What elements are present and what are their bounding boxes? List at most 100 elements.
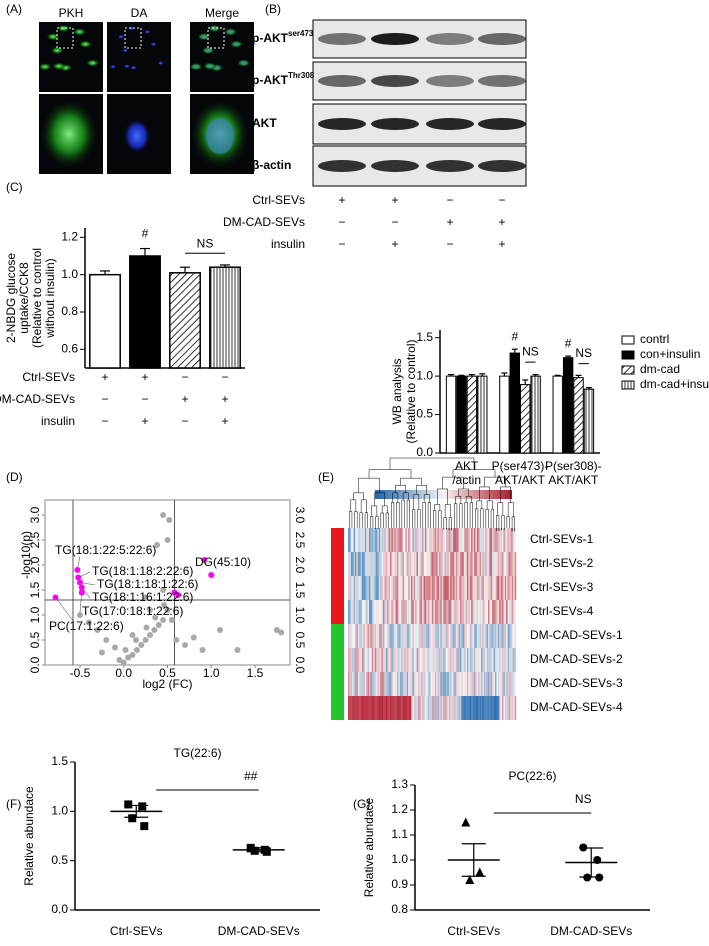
decoration — [374, 552, 377, 576]
decoration — [364, 648, 367, 672]
decoration — [460, 696, 462, 720]
decoration — [406, 696, 409, 720]
decoration — [460, 600, 462, 624]
decoration — [434, 672, 437, 696]
decoration — [369, 696, 371, 720]
decoration — [432, 528, 434, 552]
leader-line — [81, 587, 91, 599]
decoration — [482, 672, 484, 696]
legend-label: con+insulin — [640, 347, 700, 361]
decoration — [384, 600, 386, 624]
decoration — [437, 576, 440, 600]
decoration — [481, 600, 483, 624]
decoration — [411, 600, 413, 624]
decoration — [474, 600, 476, 624]
decoration — [448, 648, 451, 672]
decoration — [461, 648, 463, 672]
decoration — [349, 600, 351, 624]
decoration — [460, 648, 462, 672]
decoration — [376, 696, 378, 720]
decoration — [369, 648, 371, 672]
decoration — [448, 600, 451, 624]
point — [160, 512, 167, 518]
decoration — [394, 528, 396, 552]
decoration — [415, 672, 417, 696]
y-tick-label: 0.0 — [28, 656, 42, 673]
decoration — [420, 552, 423, 576]
decoration — [356, 528, 358, 552]
decoration — [377, 576, 379, 600]
decoration — [493, 624, 496, 648]
decoration — [353, 624, 356, 648]
decoration — [411, 576, 413, 600]
blot-label-name: AKT — [252, 116, 277, 130]
decoration — [418, 624, 420, 648]
decoration — [416, 672, 419, 696]
decoration — [381, 624, 384, 648]
point — [154, 542, 160, 548]
decoration — [485, 672, 487, 696]
decoration — [374, 672, 377, 696]
decoration — [461, 600, 463, 624]
decoration — [490, 624, 493, 648]
point — [160, 617, 167, 623]
decoration — [440, 600, 442, 624]
decoration — [207, 27, 225, 49]
decoration — [364, 672, 367, 696]
decoration — [376, 624, 378, 648]
decoration — [457, 696, 459, 720]
decoration — [395, 672, 398, 696]
x-tick-label: P(ser308)- — [545, 459, 602, 473]
decoration — [394, 624, 396, 648]
decoration — [427, 648, 430, 672]
decoration — [489, 648, 491, 672]
decoration — [485, 624, 487, 648]
decoration — [364, 528, 367, 552]
decoration — [426, 75, 474, 87]
decoration — [439, 624, 441, 648]
decoration — [461, 672, 463, 696]
decoration — [506, 624, 508, 648]
decoration — [377, 672, 379, 696]
decoration — [404, 696, 406, 720]
decoration — [450, 672, 452, 696]
decoration — [497, 552, 500, 576]
decoration — [397, 528, 399, 552]
point — [161, 602, 167, 608]
decoration — [395, 552, 398, 576]
decoration — [448, 576, 451, 600]
legend-swatch — [621, 335, 635, 345]
decoration — [489, 552, 491, 576]
decoration — [425, 528, 427, 552]
decoration — [412, 696, 414, 720]
decoration — [511, 624, 514, 648]
decoration — [441, 696, 444, 720]
decoration — [446, 672, 448, 696]
decoration — [495, 672, 497, 696]
decoration — [416, 552, 419, 576]
decoration — [455, 600, 458, 624]
decoration — [489, 576, 491, 600]
decoration — [355, 552, 357, 576]
decoration — [472, 600, 475, 624]
decoration — [440, 696, 442, 720]
decoration — [360, 624, 363, 648]
point — [128, 814, 137, 823]
decoration — [441, 528, 444, 552]
decoration — [381, 600, 384, 624]
decoration — [514, 672, 517, 696]
decoration — [429, 696, 431, 720]
decoration — [401, 552, 403, 576]
decoration — [397, 648, 399, 672]
decoration — [504, 624, 507, 648]
bar — [499, 375, 510, 454]
decoration — [369, 672, 371, 696]
decoration — [446, 600, 448, 624]
decoration — [423, 672, 426, 696]
decoration — [419, 672, 421, 696]
decoration — [509, 624, 511, 648]
condition-label: DM-CAD-SEVs — [0, 392, 75, 406]
decoration — [413, 528, 416, 552]
decoration — [500, 528, 503, 552]
